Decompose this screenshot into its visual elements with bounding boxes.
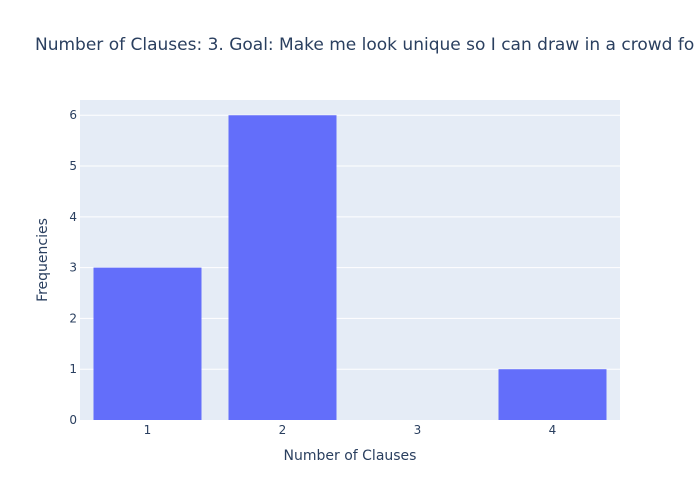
bar xyxy=(498,369,607,420)
x-axis-title: Number of Clauses xyxy=(284,448,417,464)
bar xyxy=(93,267,202,420)
y-tick-label: 4 xyxy=(69,210,77,224)
y-axis-title: Frequencies xyxy=(35,218,51,302)
chart-title: Number of Clauses: 3. Goal: Make me look… xyxy=(35,35,694,55)
y-tick-label: 1 xyxy=(69,362,77,376)
y-tick-label: 3 xyxy=(69,261,77,275)
y-tick-label: 5 xyxy=(69,159,77,173)
bar xyxy=(228,115,337,420)
y-tick-label: 0 xyxy=(69,413,77,427)
y-tick-label: 6 xyxy=(69,108,77,122)
y-tick-label: 2 xyxy=(69,311,77,325)
x-tick-label: 2 xyxy=(279,423,287,437)
y-axis-ticks: 0 1 2 3 4 5 6 xyxy=(69,108,77,427)
x-tick-label: 3 xyxy=(414,423,422,437)
bars xyxy=(93,115,607,420)
x-axis-ticks: 1 2 3 4 xyxy=(144,423,557,437)
x-tick-label: 4 xyxy=(549,423,557,437)
x-tick-label: 1 xyxy=(144,423,152,437)
